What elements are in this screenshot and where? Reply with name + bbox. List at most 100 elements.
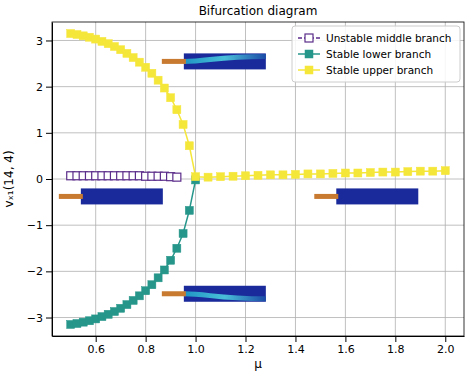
marker — [341, 169, 349, 177]
legend: Unstable middle branch Stable lower branc… — [292, 26, 460, 82]
inset-jet — [336, 194, 418, 199]
marker — [173, 106, 181, 114]
inset-image — [314, 188, 418, 204]
tick-label: −3 — [27, 312, 43, 325]
marker — [229, 172, 237, 180]
grid-line — [52, 86, 464, 87]
marker — [254, 171, 262, 179]
tick: 0.6 — [87, 336, 105, 356]
grid-line — [52, 132, 464, 133]
tick: 0 — [36, 173, 52, 186]
marker — [173, 244, 181, 252]
marker — [329, 169, 337, 177]
marker — [154, 76, 162, 84]
tick: 1.6 — [337, 336, 355, 356]
grid — [52, 22, 464, 336]
tick-label: 0.6 — [87, 343, 105, 356]
series-line — [71, 34, 446, 178]
tick-mark — [295, 336, 296, 342]
tick: 1.0 — [187, 336, 205, 356]
marker — [279, 171, 287, 179]
legend-marker — [305, 66, 313, 74]
tick-mark — [146, 336, 147, 342]
tick-mark — [395, 336, 396, 342]
tick-label: 1 — [36, 127, 43, 140]
tick: 2.0 — [437, 336, 455, 356]
x-axis-label: μ — [254, 357, 262, 371]
tick-mark — [445, 336, 446, 342]
chart: 0.6 0.8 1.0 1.2 1.4 1.6 1.8 2.0 −3 −2 −1 0 1 2 3 Unstab… — [0, 0, 474, 372]
marker — [192, 173, 200, 181]
marker — [416, 167, 424, 175]
tick-mark — [46, 133, 52, 134]
tick-label: 2 — [36, 81, 43, 94]
legend-entry: Unstable middle branch — [298, 32, 451, 44]
inset-jet — [184, 294, 266, 299]
tick-label: 0.8 — [137, 343, 155, 356]
tick-mark — [345, 336, 346, 342]
inset-channel — [59, 194, 83, 199]
tick-label: −1 — [27, 219, 43, 232]
plot-frame — [52, 22, 464, 336]
legend-marker — [305, 50, 313, 58]
tick-mark — [46, 225, 52, 226]
tick-mark — [46, 40, 52, 41]
data-layer — [67, 30, 450, 329]
tick-mark — [46, 271, 52, 272]
tick-mark — [96, 336, 97, 342]
tick: 1.2 — [237, 336, 255, 356]
tick-label: −2 — [27, 265, 43, 278]
grid-line — [52, 317, 464, 318]
marker — [242, 172, 250, 180]
marker — [154, 274, 162, 282]
inset-jet — [184, 56, 266, 61]
grid-line — [52, 271, 464, 272]
marker — [316, 170, 324, 178]
inset-image — [59, 188, 163, 204]
tick-label: 1.2 — [237, 343, 255, 356]
series-markers — [67, 172, 181, 181]
tick-mark — [196, 336, 197, 342]
tick-label: 1.6 — [337, 343, 355, 356]
marker — [404, 168, 412, 176]
legend-label: Stable upper branch — [326, 64, 433, 76]
marker — [173, 173, 181, 181]
y-axis-label: vₓ₁(14, 4) — [2, 150, 16, 207]
plot: 0.6 0.8 1.0 1.2 1.4 1.6 1.8 2.0 −3 −2 −1 0 1 2 3 Unstab… — [27, 22, 465, 356]
inset-background — [184, 53, 266, 69]
marker — [204, 173, 212, 181]
tick: 0.8 — [137, 336, 155, 356]
marker — [429, 167, 437, 175]
marker — [160, 266, 168, 274]
grid-line — [52, 225, 464, 226]
legend-label: Unstable middle branch — [326, 32, 451, 44]
marker — [167, 256, 175, 264]
marker — [379, 168, 387, 176]
inset-background — [81, 188, 163, 204]
marker — [391, 168, 399, 176]
marker — [354, 169, 362, 177]
tick-label: 1.0 — [187, 343, 205, 356]
series-line — [71, 180, 196, 325]
inset-image — [162, 286, 266, 302]
tick: 2 — [36, 81, 52, 94]
legend-label: Stable lower branch — [326, 48, 431, 60]
legend-entry: Stable upper branch — [298, 64, 433, 76]
inset-background — [184, 286, 266, 302]
marker — [185, 142, 193, 150]
tick: 1.8 — [387, 336, 405, 356]
tick: 1.4 — [287, 336, 305, 356]
tick: 1 — [36, 127, 52, 140]
tick-mark — [46, 87, 52, 88]
tick-mark — [46, 179, 52, 180]
marker — [217, 173, 225, 181]
inset-jet — [81, 194, 163, 199]
tick: 3 — [36, 34, 52, 47]
marker — [160, 84, 168, 92]
marker — [185, 206, 193, 214]
tick-label: 2.0 — [437, 343, 455, 356]
inset-channel — [162, 291, 186, 296]
tick-label: 3 — [36, 34, 43, 47]
marker — [266, 171, 274, 179]
inset-channel — [162, 59, 186, 64]
